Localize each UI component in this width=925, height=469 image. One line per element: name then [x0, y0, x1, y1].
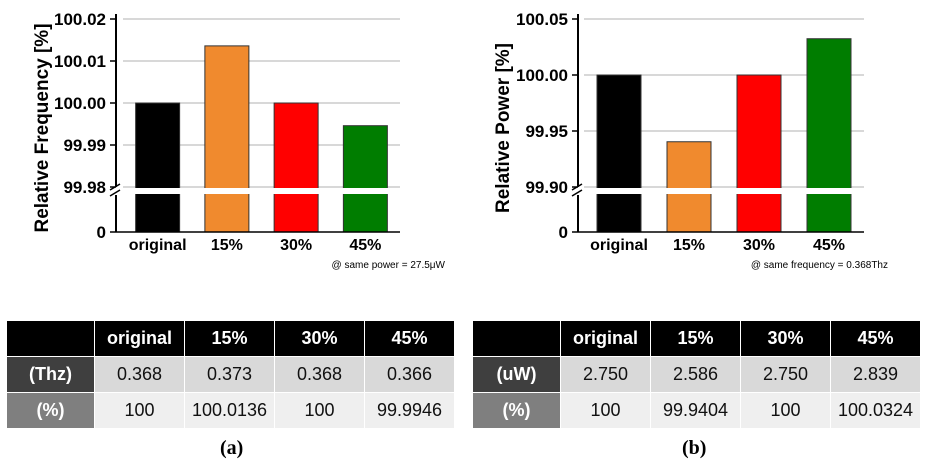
y-tick-label-zero: 0	[97, 223, 106, 242]
bar-2	[273, 102, 319, 233]
row-label: (uW)	[472, 356, 561, 393]
y-tick-label: 99.99	[63, 136, 106, 155]
y-tick-label: 99.98	[63, 178, 106, 197]
table-cell: 100	[740, 392, 831, 429]
row-label: (%)	[472, 392, 561, 429]
y-tick-label: 99.90	[525, 178, 568, 197]
x-tick-label: 30%	[280, 237, 312, 254]
table-cell: 100.0136	[184, 392, 275, 429]
relative-power-chart: original 15% 30% 45% 100.05 100.00 99.95 99.90 0…	[493, 10, 888, 271]
table-cell: 0.368	[94, 356, 185, 393]
axis-break-mark	[571, 189, 583, 197]
bar-1	[204, 45, 250, 233]
table-cell: 0.373	[184, 356, 275, 393]
table-cell: 99.9404	[650, 392, 741, 429]
table-header-row: original 15% 30% 45%	[6, 320, 455, 357]
table-header-original: original	[560, 320, 651, 357]
table-row: (Thz) 0.368 0.373 0.368 0.366	[6, 356, 455, 393]
axis-break-gap	[108, 188, 402, 194]
x-tick-label: 45%	[349, 237, 381, 254]
x-tick-label: original	[590, 237, 648, 254]
axis-break-gap	[570, 188, 866, 194]
table-header-30: 30%	[740, 320, 831, 357]
y-tick-label: 99.95	[525, 122, 568, 141]
table-header-row: original 15% 30% 45%	[472, 320, 921, 357]
relative-frequency-chart: original 15% 30% 45% 100.02 100.01 100.00 99.99…	[32, 10, 446, 271]
table-cell: 2.750	[740, 356, 831, 393]
bar-1	[666, 141, 712, 233]
bar-0	[596, 74, 642, 233]
frequency-table: original 15% 30% 45% (Thz) 0.368 0.373 0…	[6, 320, 455, 429]
axis-break-mark	[109, 189, 121, 197]
y-tick-label: 100.02	[54, 10, 106, 29]
table-header-45: 45%	[364, 320, 455, 357]
y-axis-title: Relative Frequency [%]	[32, 23, 53, 232]
x-tick-label: 15%	[673, 237, 705, 254]
table-cell: 100	[94, 392, 185, 429]
table-cell: 100	[560, 392, 651, 429]
y-tick-label: 100.00	[516, 66, 568, 85]
x-tick-label: 45%	[813, 237, 845, 254]
x-tick-label: 30%	[743, 237, 775, 254]
table-row: (%) 100 99.9404 100 100.0324	[472, 392, 921, 429]
table-header-30: 30%	[274, 320, 365, 357]
table-cell: 100.0324	[830, 392, 921, 429]
table-header-blank	[6, 320, 95, 357]
table-cell: 0.366	[364, 356, 455, 393]
row-label: (Thz)	[6, 356, 95, 393]
y-tick-label-zero: 0	[559, 223, 568, 242]
table-cell: 99.9946	[364, 392, 455, 429]
power-table: original 15% 30% 45% (uW) 2.750 2.586 2.…	[472, 320, 921, 429]
table-cell: 2.839	[830, 356, 921, 393]
table-header-original: original	[94, 320, 185, 357]
table-row: (%) 100 100.0136 100 99.9946	[6, 392, 455, 429]
y-axis-title: Relative Power [%]	[493, 43, 514, 213]
table-header-15: 15%	[184, 320, 275, 357]
table-header-blank	[472, 320, 561, 357]
bar-3	[342, 125, 388, 233]
y-tick-label: 100.05	[516, 10, 568, 29]
x-tick-label: 15%	[211, 237, 243, 254]
bar-2	[736, 74, 782, 233]
table-row: (uW) 2.750 2.586 2.750 2.839	[472, 356, 921, 393]
table-cell: 2.750	[560, 356, 651, 393]
table-header-15: 15%	[650, 320, 741, 357]
table-cell: 0.368	[274, 356, 365, 393]
y-tick-label: 100.00	[54, 94, 106, 113]
y-tick-label: 100.01	[54, 52, 106, 71]
chart-note: @ same power = 27.5μW	[332, 260, 446, 271]
row-label: (%)	[6, 392, 95, 429]
x-tick-label: original	[129, 237, 187, 254]
table-cell: 100	[274, 392, 365, 429]
table-header-45: 45%	[830, 320, 921, 357]
caption-a: (a)	[220, 437, 244, 459]
caption-b: (b)	[682, 437, 707, 459]
bar-3	[806, 38, 852, 233]
table-cell: 2.586	[650, 356, 741, 393]
chart-note: @ same frequency = 0.368Thz	[751, 260, 888, 271]
bar-0	[135, 102, 181, 233]
